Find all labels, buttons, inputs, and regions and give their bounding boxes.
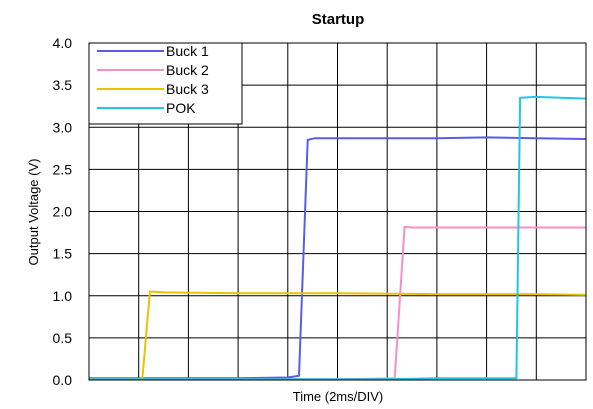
y-tick-label: 0.5 <box>53 330 73 346</box>
legend-label: POK <box>166 100 196 116</box>
legend-label: Buck 1 <box>166 43 209 59</box>
y-tick-label: 1.0 <box>53 288 73 304</box>
legend: Buck 1 Buck 2 Buck 3 POK <box>88 42 243 125</box>
y-tick-label: 3.5 <box>53 77 73 93</box>
legend-label: Buck 2 <box>166 62 209 78</box>
legend-label: Buck 3 <box>166 81 209 97</box>
grid-lines <box>89 43 586 380</box>
y-tick-label: 0.0 <box>53 372 73 388</box>
y-tick-labels: 0.0 0.5 1.0 1.5 2.0 2.5 3.0 3.5 4.0 <box>53 35 73 388</box>
y-tick-label: 4.0 <box>53 35 73 51</box>
y-tick-label: 3.0 <box>53 119 73 135</box>
y-tick-label: 2.5 <box>53 161 73 177</box>
plot-frame <box>88 42 587 381</box>
series-lines <box>89 95 587 381</box>
y-axis-label: Output Voltage (V) <box>26 159 41 266</box>
legend-box <box>88 42 243 125</box>
series-line-pok <box>89 95 587 381</box>
y-tick-label: 2.0 <box>53 204 73 220</box>
chart-title: Startup <box>312 11 365 28</box>
y-tick-label: 1.5 <box>53 246 73 262</box>
x-axis-label: Time (2ms/DIV) <box>293 389 384 404</box>
